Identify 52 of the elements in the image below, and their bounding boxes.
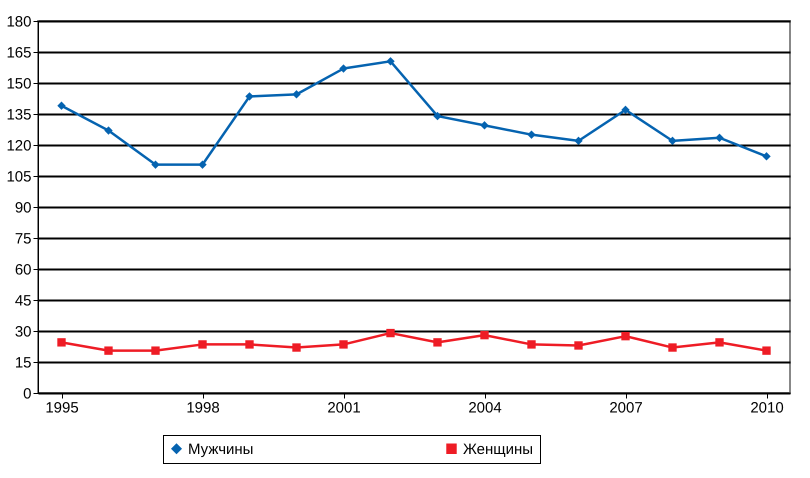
point bbox=[621, 332, 630, 340]
y-tick-label: 45 bbox=[14, 292, 32, 310]
point bbox=[151, 346, 160, 355]
y-tick-label: 0 bbox=[23, 386, 32, 402]
point bbox=[527, 340, 536, 349]
point bbox=[198, 340, 207, 349]
y-tick-label: 75 bbox=[14, 230, 32, 248]
point bbox=[433, 112, 442, 120]
point bbox=[433, 338, 442, 347]
point bbox=[527, 130, 536, 139]
point bbox=[339, 340, 348, 349]
y-tick-label: 105 bbox=[6, 168, 32, 186]
legend-label: Мужчины bbox=[188, 440, 254, 458]
point bbox=[292, 343, 301, 352]
point bbox=[198, 160, 207, 169]
point bbox=[762, 346, 771, 355]
point bbox=[480, 121, 489, 130]
y-tick-label: 60 bbox=[14, 262, 32, 278]
y-tick-label: 150 bbox=[6, 76, 32, 92]
point bbox=[574, 341, 583, 350]
x-tick-label: 1998 bbox=[186, 400, 220, 416]
y-tick-label: 180 bbox=[6, 14, 32, 30]
point bbox=[386, 328, 395, 338]
x-tick-label: 2007 bbox=[609, 400, 643, 416]
point bbox=[57, 102, 66, 110]
y-tick-label: 90 bbox=[14, 200, 32, 216]
point bbox=[104, 126, 113, 135]
x-tick-label: 2010 bbox=[750, 400, 784, 416]
legend-label: Женщины bbox=[463, 440, 534, 458]
x-tick-label: 2004 bbox=[468, 400, 502, 416]
x-tick-label: 1995 bbox=[45, 400, 79, 416]
point bbox=[480, 330, 489, 340]
point bbox=[245, 340, 254, 349]
point bbox=[762, 152, 771, 161]
x-tick-label: 2001 bbox=[327, 400, 361, 416]
y-tick-label: 135 bbox=[6, 106, 32, 124]
point bbox=[151, 160, 160, 169]
point bbox=[668, 136, 677, 146]
y-tick-label: 120 bbox=[6, 138, 32, 154]
point bbox=[292, 90, 301, 99]
y-tick-label: 15 bbox=[14, 354, 32, 372]
point bbox=[339, 64, 348, 73]
point bbox=[715, 338, 724, 347]
point bbox=[57, 338, 66, 347]
point bbox=[574, 136, 583, 146]
point bbox=[104, 346, 113, 355]
y-tick-label: 30 bbox=[14, 324, 32, 340]
point bbox=[715, 134, 724, 142]
point bbox=[621, 106, 630, 114]
point bbox=[386, 57, 395, 66]
y-tick-label: 165 bbox=[6, 44, 32, 62]
point bbox=[668, 343, 677, 352]
